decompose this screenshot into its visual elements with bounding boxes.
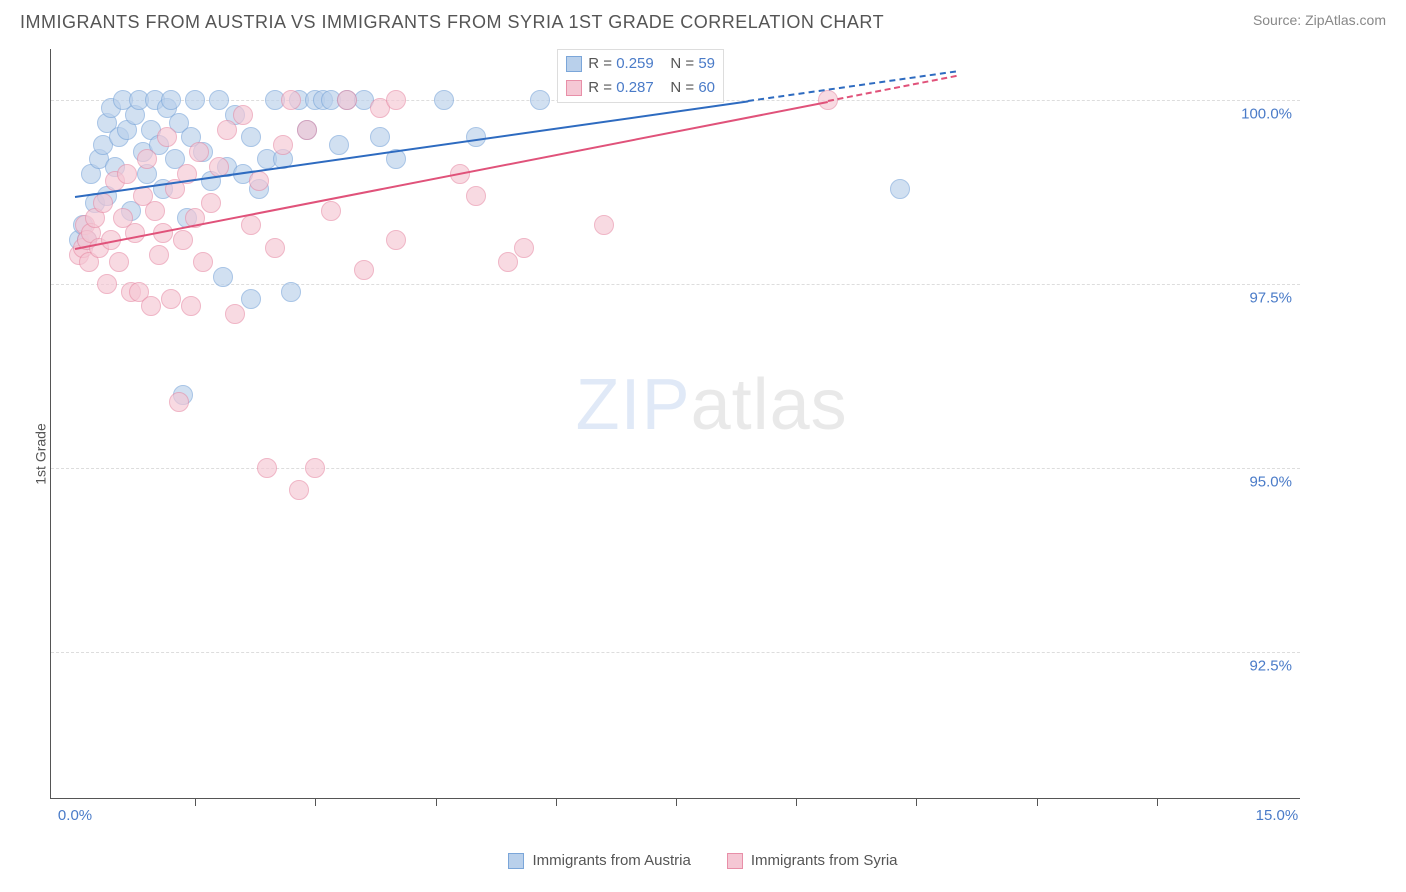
y-tick-label: 92.5% <box>1249 657 1292 674</box>
scatter-point <box>434 90 454 110</box>
scatter-point <box>289 480 309 500</box>
legend: Immigrants from Austria Immigrants from S… <box>0 852 1406 869</box>
stats-text: R = 0.287 N = 60 <box>588 76 715 100</box>
scatter-point <box>149 245 169 265</box>
watermark: ZIPatlas <box>576 364 848 446</box>
chart-title: IMMIGRANTS FROM AUSTRIA VS IMMIGRANTS FR… <box>20 12 884 33</box>
gridline <box>51 468 1300 469</box>
scatter-point <box>241 127 261 147</box>
stats-row: R = 0.259 N = 59 <box>566 52 715 76</box>
scatter-point <box>193 252 213 272</box>
scatter-point <box>117 164 137 184</box>
scatter-point <box>145 201 165 221</box>
x-tick-label: 0.0% <box>58 807 92 824</box>
legend-label: Immigrants from Syria <box>751 852 898 869</box>
stats-row: R = 0.287 N = 60 <box>566 76 715 100</box>
legend-item: Immigrants from Austria <box>508 852 690 869</box>
y-tick-label: 97.5% <box>1249 290 1292 307</box>
scatter-point <box>161 90 181 110</box>
scatter-point <box>169 392 189 412</box>
legend-swatch-icon <box>508 853 524 869</box>
scatter-point <box>281 90 301 110</box>
x-tick <box>315 798 316 806</box>
x-tick <box>436 798 437 806</box>
scatter-point <box>241 215 261 235</box>
scatter-point <box>321 201 341 221</box>
x-tick-label: 15.0% <box>1256 807 1299 824</box>
scatter-point <box>305 458 325 478</box>
scatter-point <box>125 223 145 243</box>
scatter-point <box>337 90 357 110</box>
scatter-point <box>273 135 293 155</box>
legend-item: Immigrants from Syria <box>727 852 898 869</box>
scatter-point <box>514 238 534 258</box>
trend-line-dashed <box>748 71 957 103</box>
legend-label: Immigrants from Austria <box>532 852 690 869</box>
scatter-point <box>530 90 550 110</box>
gridline <box>51 284 1300 285</box>
y-tick-label: 95.0% <box>1249 474 1292 491</box>
stats-text: R = 0.259 N = 59 <box>588 52 715 76</box>
scatter-point <box>386 90 406 110</box>
legend-swatch-icon <box>566 80 582 96</box>
scatter-point <box>161 289 181 309</box>
scatter-point <box>141 296 161 316</box>
scatter-point <box>281 282 301 302</box>
scatter-point <box>217 120 237 140</box>
watermark-atlas: atlas <box>691 365 848 445</box>
x-tick <box>195 798 196 806</box>
plot-area: ZIPatlas 92.5%95.0%97.5%100.0%0.0%15.0%R… <box>50 49 1300 799</box>
y-axis-label: 1st Grade <box>33 423 49 484</box>
x-tick <box>796 798 797 806</box>
scatter-point <box>181 296 201 316</box>
scatter-point <box>97 274 117 294</box>
scatter-point <box>329 135 349 155</box>
scatter-point <box>498 252 518 272</box>
x-tick <box>916 798 917 806</box>
chart-wrapper: 1st Grade ZIPatlas 92.5% 95.0% 97.5% 100.0%… <box>0 39 1406 869</box>
gridline <box>51 652 1300 653</box>
scatter-point <box>297 120 317 140</box>
scatter-point <box>109 252 129 272</box>
chart-header: IMMIGRANTS FROM AUSTRIA VS IMMIGRANTS FR… <box>0 0 1406 39</box>
scatter-point <box>225 304 245 324</box>
scatter-point <box>265 238 285 258</box>
scatter-point <box>257 458 277 478</box>
x-tick <box>1157 798 1158 806</box>
chart-source: Source: ZipAtlas.com <box>1253 12 1386 28</box>
legend-swatch-icon <box>566 56 582 72</box>
scatter-point <box>185 90 205 110</box>
legend-swatch-icon <box>727 853 743 869</box>
scatter-point <box>157 127 177 147</box>
x-tick <box>676 798 677 806</box>
scatter-point <box>233 105 253 125</box>
scatter-point <box>241 289 261 309</box>
scatter-point <box>249 171 269 191</box>
y-tick-label: 100.0% <box>1241 106 1292 123</box>
scatter-point <box>93 193 113 213</box>
scatter-point <box>209 90 229 110</box>
scatter-point <box>354 260 374 280</box>
scatter-point <box>189 142 209 162</box>
scatter-point <box>173 230 193 250</box>
scatter-point <box>594 215 614 235</box>
watermark-zip: ZIP <box>576 365 691 445</box>
scatter-point <box>213 267 233 287</box>
scatter-point <box>466 186 486 206</box>
scatter-point <box>386 230 406 250</box>
scatter-point <box>137 149 157 169</box>
scatter-point <box>890 179 910 199</box>
scatter-point <box>201 193 221 213</box>
scatter-point <box>370 127 390 147</box>
stats-box: R = 0.259 N = 59R = 0.287 N = 60 <box>557 49 724 103</box>
x-tick <box>556 798 557 806</box>
x-tick <box>1037 798 1038 806</box>
